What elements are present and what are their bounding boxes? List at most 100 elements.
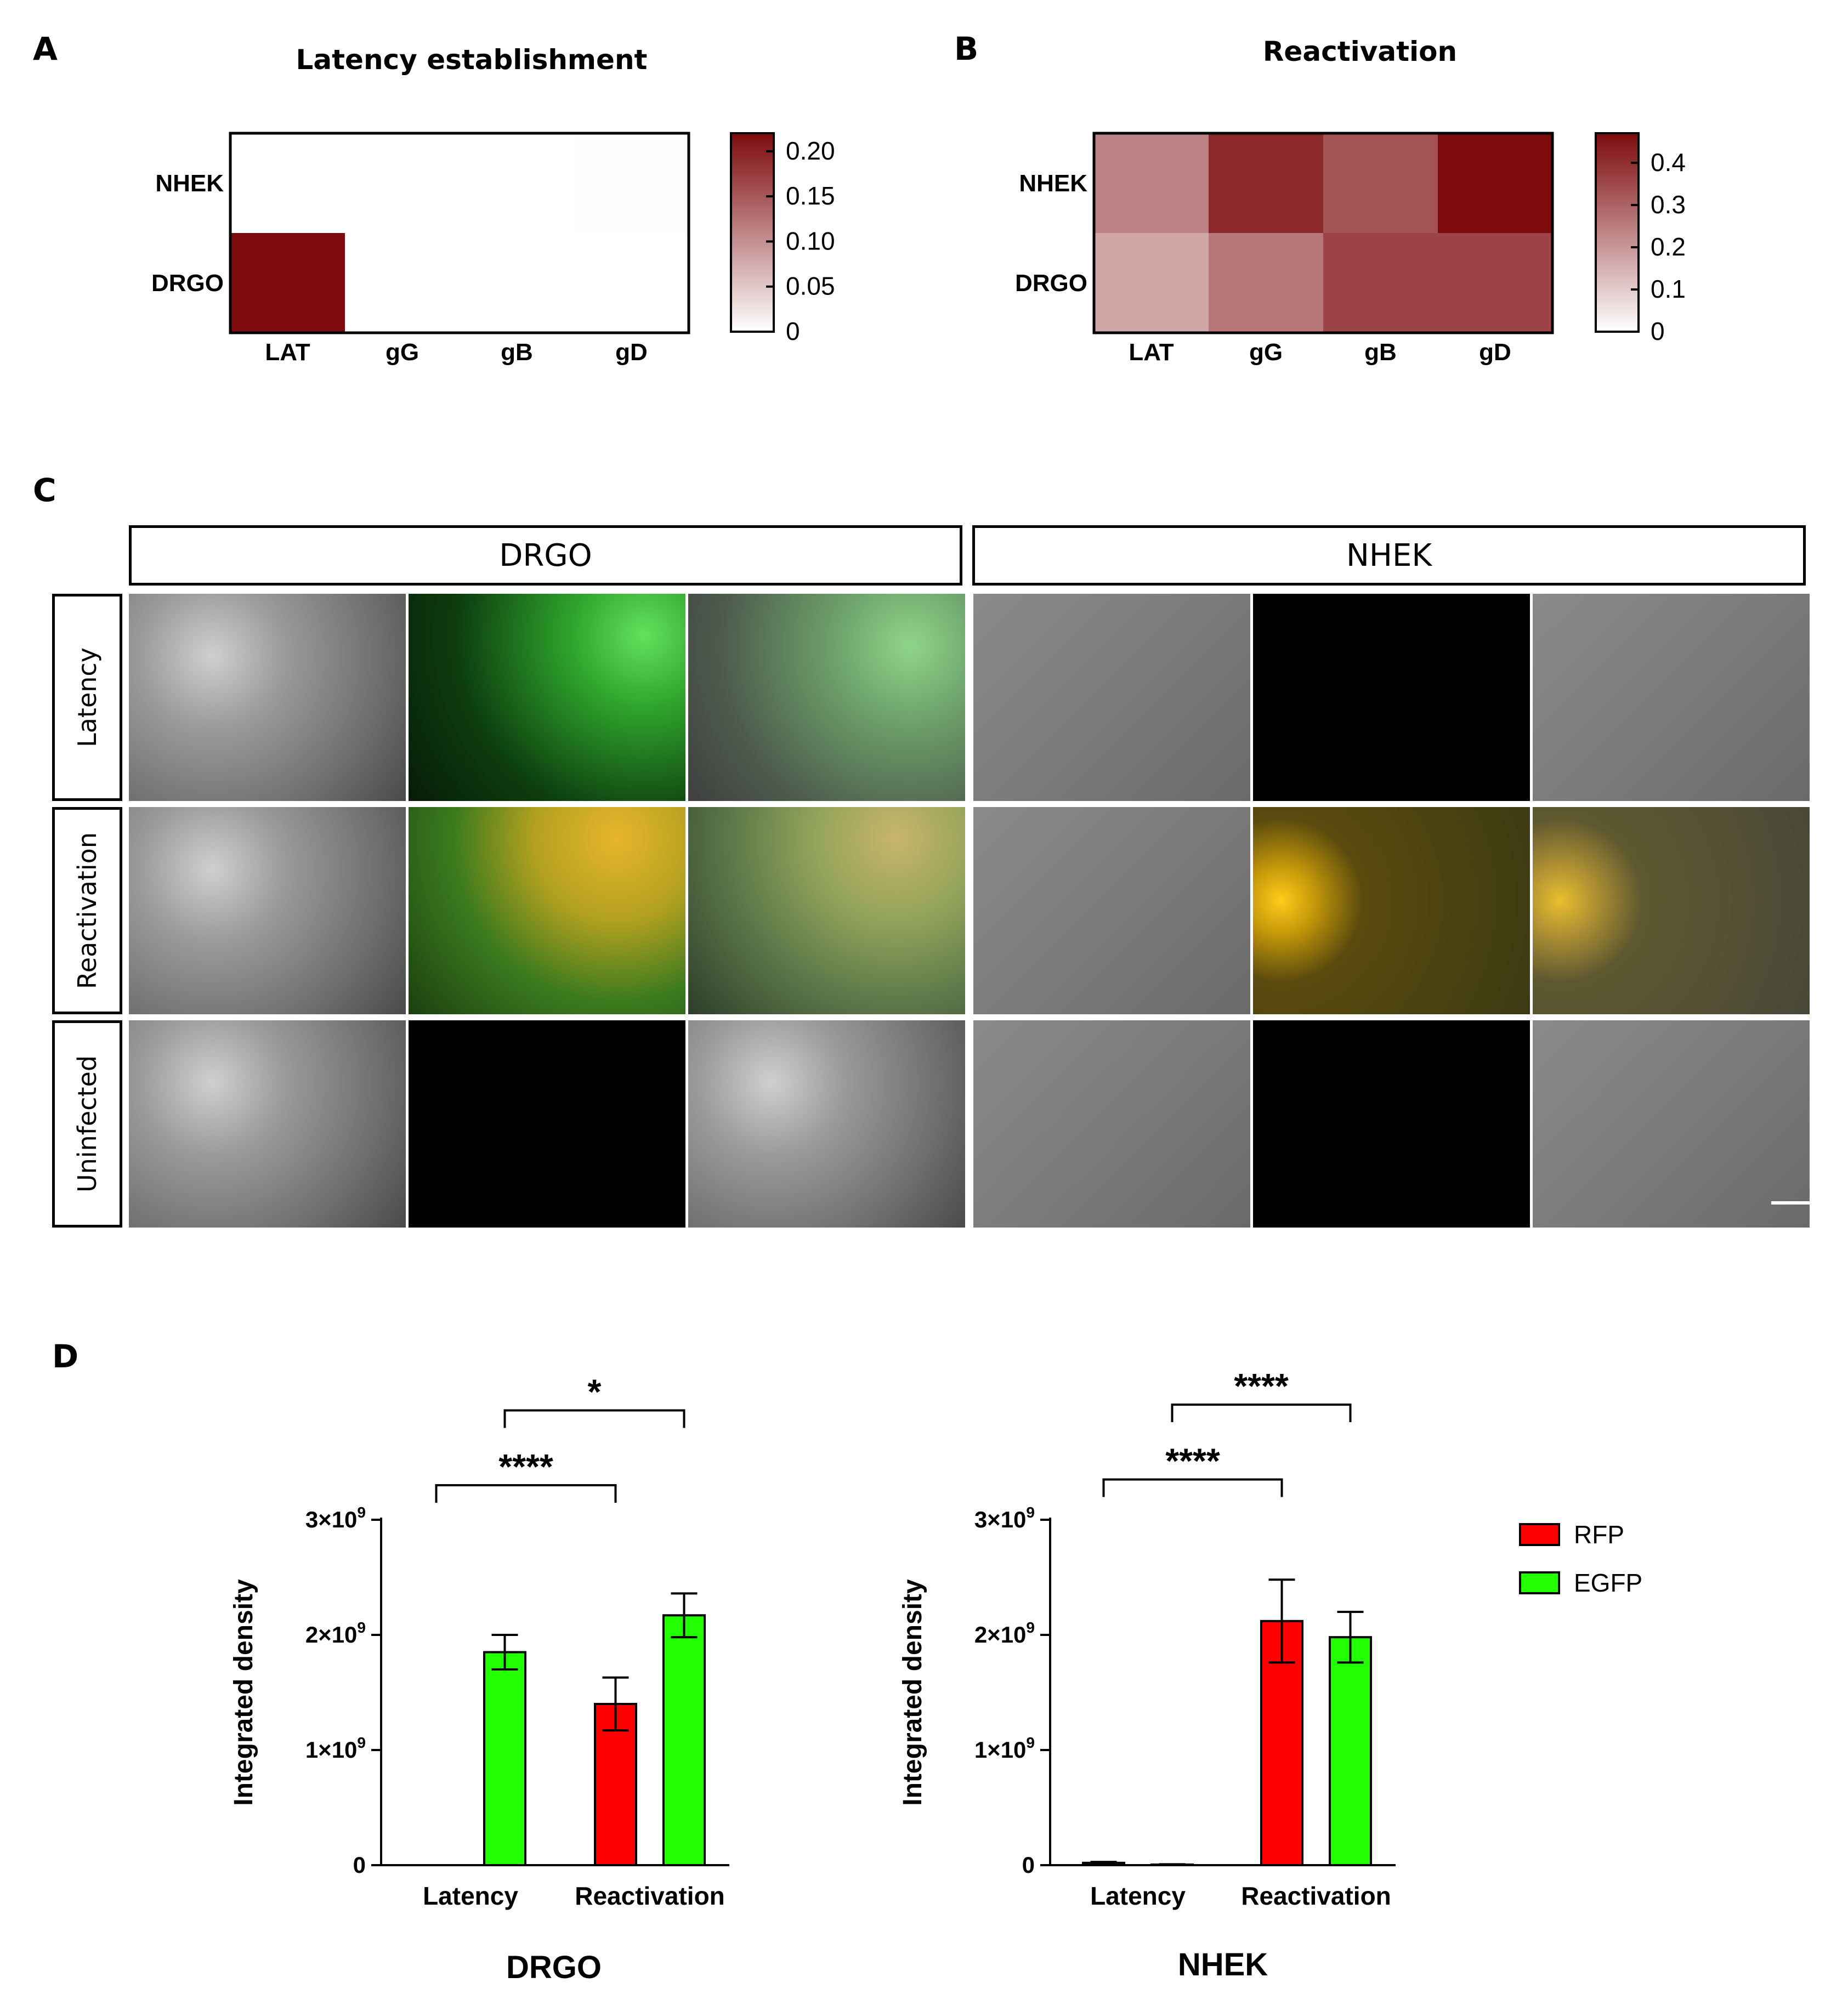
- bar-egfp: [1329, 1636, 1372, 1866]
- y-tick-label: 0: [353, 1852, 366, 1878]
- micrograph-drgo-latency-brightfield: [129, 594, 406, 801]
- y-tick-label: 1×109: [974, 1734, 1035, 1763]
- row-label-reactivation: Reactivation: [52, 807, 122, 1014]
- y-tick-label: 0: [1022, 1852, 1035, 1878]
- x-category-label: Latency: [1090, 1882, 1186, 1910]
- heatmap-cell: [1323, 133, 1438, 233]
- heatmap-cell: [1438, 233, 1552, 333]
- colorbar-tick-label: 0.10: [786, 226, 835, 255]
- y-axis-label: Integrated density: [898, 1579, 927, 1806]
- heatmap-col-label: gD: [1479, 339, 1511, 366]
- panel-label-a: A: [33, 30, 58, 67]
- micrograph-drgo-uninfected-merge: [688, 1020, 965, 1228]
- heatmap-col-label: gB: [1364, 339, 1397, 366]
- heatmap-col-label: gB: [501, 339, 533, 366]
- bar-chart-drgo-title: DRGO: [506, 1950, 602, 1985]
- heatmap-row-label: DRGO: [151, 270, 224, 297]
- heatmap-cell: [1438, 133, 1552, 233]
- heatmap-cell: [1209, 233, 1323, 333]
- heatmap-cell: [574, 233, 689, 333]
- heatmap-cell: [230, 233, 345, 333]
- heatmap-cell: [345, 133, 460, 233]
- significance-label: ****: [498, 1447, 553, 1486]
- colorbar-tick-label: 0.4: [1651, 148, 1686, 177]
- significance-label: *: [588, 1372, 602, 1412]
- micrograph-drgo-latency-fluorescence: [409, 594, 685, 801]
- colorbar: [730, 132, 775, 333]
- heatmap-row-label: NHEK: [1019, 170, 1087, 197]
- micrograph-nhek-latency-merge: [1533, 594, 1810, 801]
- colorbar-tick-label: 0: [786, 317, 800, 345]
- legend-label-rfp: RFP: [1574, 1520, 1624, 1549]
- y-tick-label: 1×109: [305, 1734, 366, 1763]
- micrograph-nhek-reactivation-fluorescence: [1253, 807, 1530, 1014]
- heatmap-col-label: LAT: [265, 339, 310, 366]
- colorbar-tick-label: 0.3: [1651, 190, 1686, 219]
- colorbar-tick-label: 0.05: [786, 272, 835, 300]
- heatmap-cell: [1094, 233, 1209, 333]
- y-tick-label: 3×109: [974, 1504, 1035, 1532]
- group-header-drgo: DRGO: [129, 525, 962, 586]
- micrograph-drgo-reactivation-fluorescence: [409, 807, 685, 1014]
- colorbar-tick-label: 0.20: [786, 137, 835, 165]
- heatmap-col-label: gG: [386, 339, 419, 366]
- micrograph-nhek-reactivation-merge: [1533, 807, 1810, 1014]
- micrograph-drgo-latency-merge: [688, 594, 965, 801]
- row-label-latency: Latency: [52, 594, 122, 801]
- micrograph-nhek-latency-brightfield: [973, 594, 1250, 801]
- significance-bracket: [435, 1484, 617, 1503]
- colorbar-tick-label: 0.1: [1651, 275, 1686, 303]
- group-header-nhek: NHEK: [972, 525, 1806, 586]
- significance-bracket: [1102, 1478, 1283, 1497]
- bar-egfp: [662, 1614, 706, 1866]
- heatmap-b-title: Reactivation: [1262, 36, 1458, 67]
- colorbar-tick-label: 0.15: [786, 181, 835, 210]
- heatmap-cell: [1209, 133, 1323, 233]
- significance-label: ****: [1234, 1366, 1289, 1406]
- y-tick-label: 2×109: [305, 1619, 366, 1648]
- heatmap-row-label: NHEK: [155, 170, 224, 197]
- micrograph-drgo-uninfected-brightfield: [129, 1020, 406, 1228]
- heatmap-cell: [574, 133, 689, 233]
- heatmap-cell: [1094, 133, 1209, 233]
- colorbar-tick-label: 0: [1651, 317, 1665, 345]
- legend-label-egfp: EGFP: [1574, 1569, 1643, 1597]
- bar-charts: 0 1×109 2×109 3×109 Integrated density Latenc…: [229, 1366, 1396, 1910]
- heatmap-row-label: DRGO: [1015, 270, 1087, 297]
- heatmap-frame: [1092, 132, 1554, 334]
- micrograph-nhek-latency-fluorescence: [1253, 594, 1530, 801]
- bar-egfp: [483, 1651, 526, 1866]
- heatmap-a-title: Latency establishment: [296, 44, 648, 76]
- heatmap-cell: [230, 133, 345, 233]
- significance-bracket: [503, 1409, 685, 1428]
- colorbar: [1595, 132, 1640, 333]
- micrograph-drgo-reactivation-merge: [688, 807, 965, 1014]
- bar-chart-nhek-title: NHEK: [1177, 1947, 1268, 1982]
- row-label-uninfected: Uninfected: [52, 1020, 122, 1228]
- heatmap-col-label: gD: [615, 339, 648, 366]
- x-category-label: Reactivation: [575, 1882, 725, 1910]
- panel-label-d: D: [52, 1338, 79, 1375]
- heatmap-cell: [460, 133, 574, 233]
- significance-label: ****: [1165, 1441, 1220, 1481]
- legend-swatch-egfp: [1519, 1571, 1560, 1594]
- panel-label-c: C: [33, 471, 56, 509]
- micrograph-nhek-uninfected-fluorescence: [1253, 1020, 1530, 1228]
- heatmap-b: NHEK DRGO LAT gG gB gD 0 0.1 0.2 0.3 0.4: [1015, 132, 1686, 366]
- micrograph-drgo-uninfected-fluorescence: [409, 1020, 685, 1228]
- scale-bar: [1771, 1201, 1810, 1205]
- heatmap-cell: [1323, 233, 1438, 333]
- heatmap-col-label: LAT: [1129, 339, 1174, 366]
- micrograph-drgo-reactivation-brightfield: [129, 807, 406, 1014]
- legend-swatch-rfp: [1519, 1523, 1560, 1546]
- heatmap-col-label: gG: [1249, 339, 1283, 366]
- panel-label-b: B: [954, 30, 979, 67]
- heatmap-a: NHEK DRGO LAT gG gB gD 0 0.05 0.10 0.15 0.20: [151, 132, 835, 366]
- micrograph-nhek-reactivation-brightfield: [973, 807, 1250, 1014]
- y-axis-label: Integrated density: [229, 1579, 258, 1806]
- colorbar-tick-label: 0.2: [1651, 232, 1686, 261]
- micrograph-nhek-uninfected-brightfield: [973, 1020, 1250, 1228]
- heatmap-cell: [345, 233, 460, 333]
- significance-bracket: [1171, 1404, 1352, 1422]
- heatmap-cell: [460, 233, 574, 333]
